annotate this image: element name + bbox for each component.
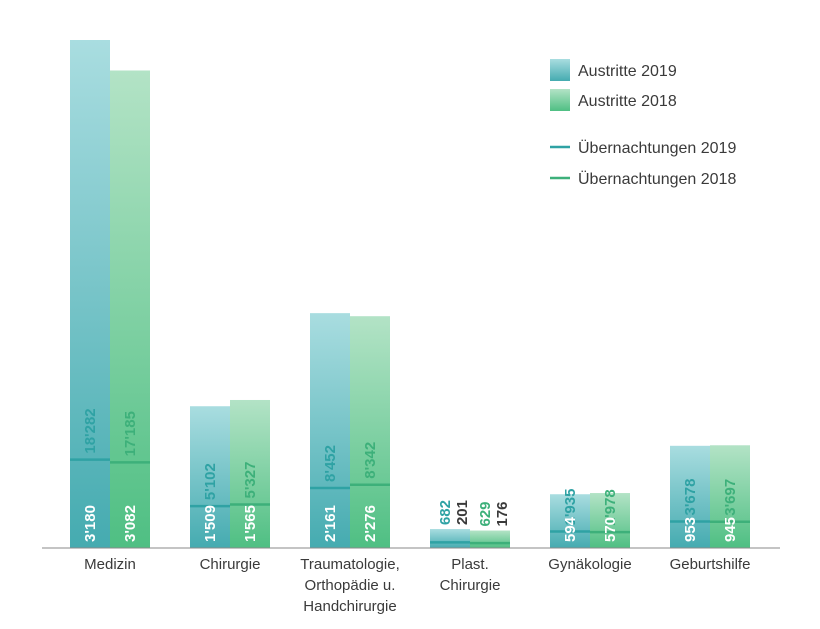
austritte-label-2019-5: 3'678	[682, 479, 699, 516]
uebernachtungen-label-2019-2: 2'161	[322, 505, 339, 542]
category-label-3-1: Chirurgie	[440, 577, 501, 594]
austritte-label-2018-2: 8'342	[362, 442, 379, 479]
legend: Austritte 2019 Austritte 2018 Übernachtung…	[550, 59, 736, 188]
uebernachtungen-label-2019-1: 1'509	[202, 505, 219, 542]
bar-2018-2	[350, 316, 390, 548]
austritte-label-2018-4: 1'978	[602, 489, 619, 526]
uebernachtungen-label-2019-5: 953	[682, 517, 699, 542]
bar-2019-2	[310, 313, 350, 548]
austritte-label-2018-0: 17'185	[122, 411, 139, 456]
bar-2018-3	[470, 530, 510, 548]
legend-label-0: Austritte 2019	[578, 63, 677, 80]
uebernachtungen-label-2018-5: 945	[722, 517, 739, 542]
austritte-label-2019-1: 5'102	[202, 463, 219, 500]
uebernachtungen-label-2018-2: 2'276	[362, 505, 379, 542]
legend-swatch-1	[550, 89, 570, 111]
uebernachtungen-label-2019-3: 201	[454, 500, 471, 525]
category-label-2-0: Traumatologie,	[300, 556, 400, 573]
bar-2018-1	[230, 399, 270, 548]
legend-label-1: Austritte 2018	[578, 93, 677, 110]
category-label-4-0: Gynäkologie	[548, 556, 631, 573]
austritte-label-2019-4: 1'935	[562, 489, 579, 526]
bar-2019-1	[190, 406, 230, 548]
category-label-0-0: Medizin	[84, 556, 136, 573]
bars: 18'282 3'180 17'185 3'082 5'102 1'509 5'327 1'5…	[70, 40, 750, 548]
legend-swatch-0	[550, 59, 570, 81]
bar-2018-0	[110, 70, 150, 548]
uebernachtungen-label-2018-3: 176	[494, 501, 511, 526]
uebernachtungen-label-2019-0: 3'180	[82, 505, 99, 542]
bar-2018-4	[590, 493, 630, 548]
category-labels: Medizin Chirurgie Traumatologie, Orthopädie…	[84, 556, 750, 615]
uebernachtungen-label-2018-1: 1'565	[242, 505, 259, 542]
uebernachtungen-label-2019-4: 594	[562, 516, 579, 542]
category-label-2-1: Orthopädie u.	[305, 577, 396, 594]
legend-label-2: Übernachtungen 2019	[578, 139, 736, 157]
bar-2019-0	[70, 40, 110, 548]
category-label-5-0: Geburtshilfe	[670, 556, 751, 573]
austritte-label-2018-3: 629	[477, 501, 494, 526]
austritte-label-2018-1: 5'327	[242, 462, 259, 499]
uebernachtungen-label-2018-0: 3'082	[122, 505, 139, 542]
bar-2019-5	[670, 445, 710, 548]
legend-label-3: Übernachtungen 2018	[578, 170, 736, 188]
austritte-label-2019-2: 8'452	[322, 445, 339, 482]
austritte-label-2019-0: 18'282	[82, 408, 99, 453]
category-label-3-0: Plast.	[451, 556, 489, 573]
bar-2019-4	[550, 494, 590, 548]
bar-2018-5	[710, 445, 750, 548]
bar-2019-3	[430, 529, 470, 548]
uebernachtungen-label-2018-4: 570	[602, 517, 619, 542]
category-label-1-0: Chirurgie	[200, 556, 261, 573]
category-label-2-2: Handchirurgie	[303, 598, 396, 615]
austritte-label-2018-5: 3'697	[722, 479, 739, 516]
austritte-label-2019-3: 682	[437, 500, 454, 525]
